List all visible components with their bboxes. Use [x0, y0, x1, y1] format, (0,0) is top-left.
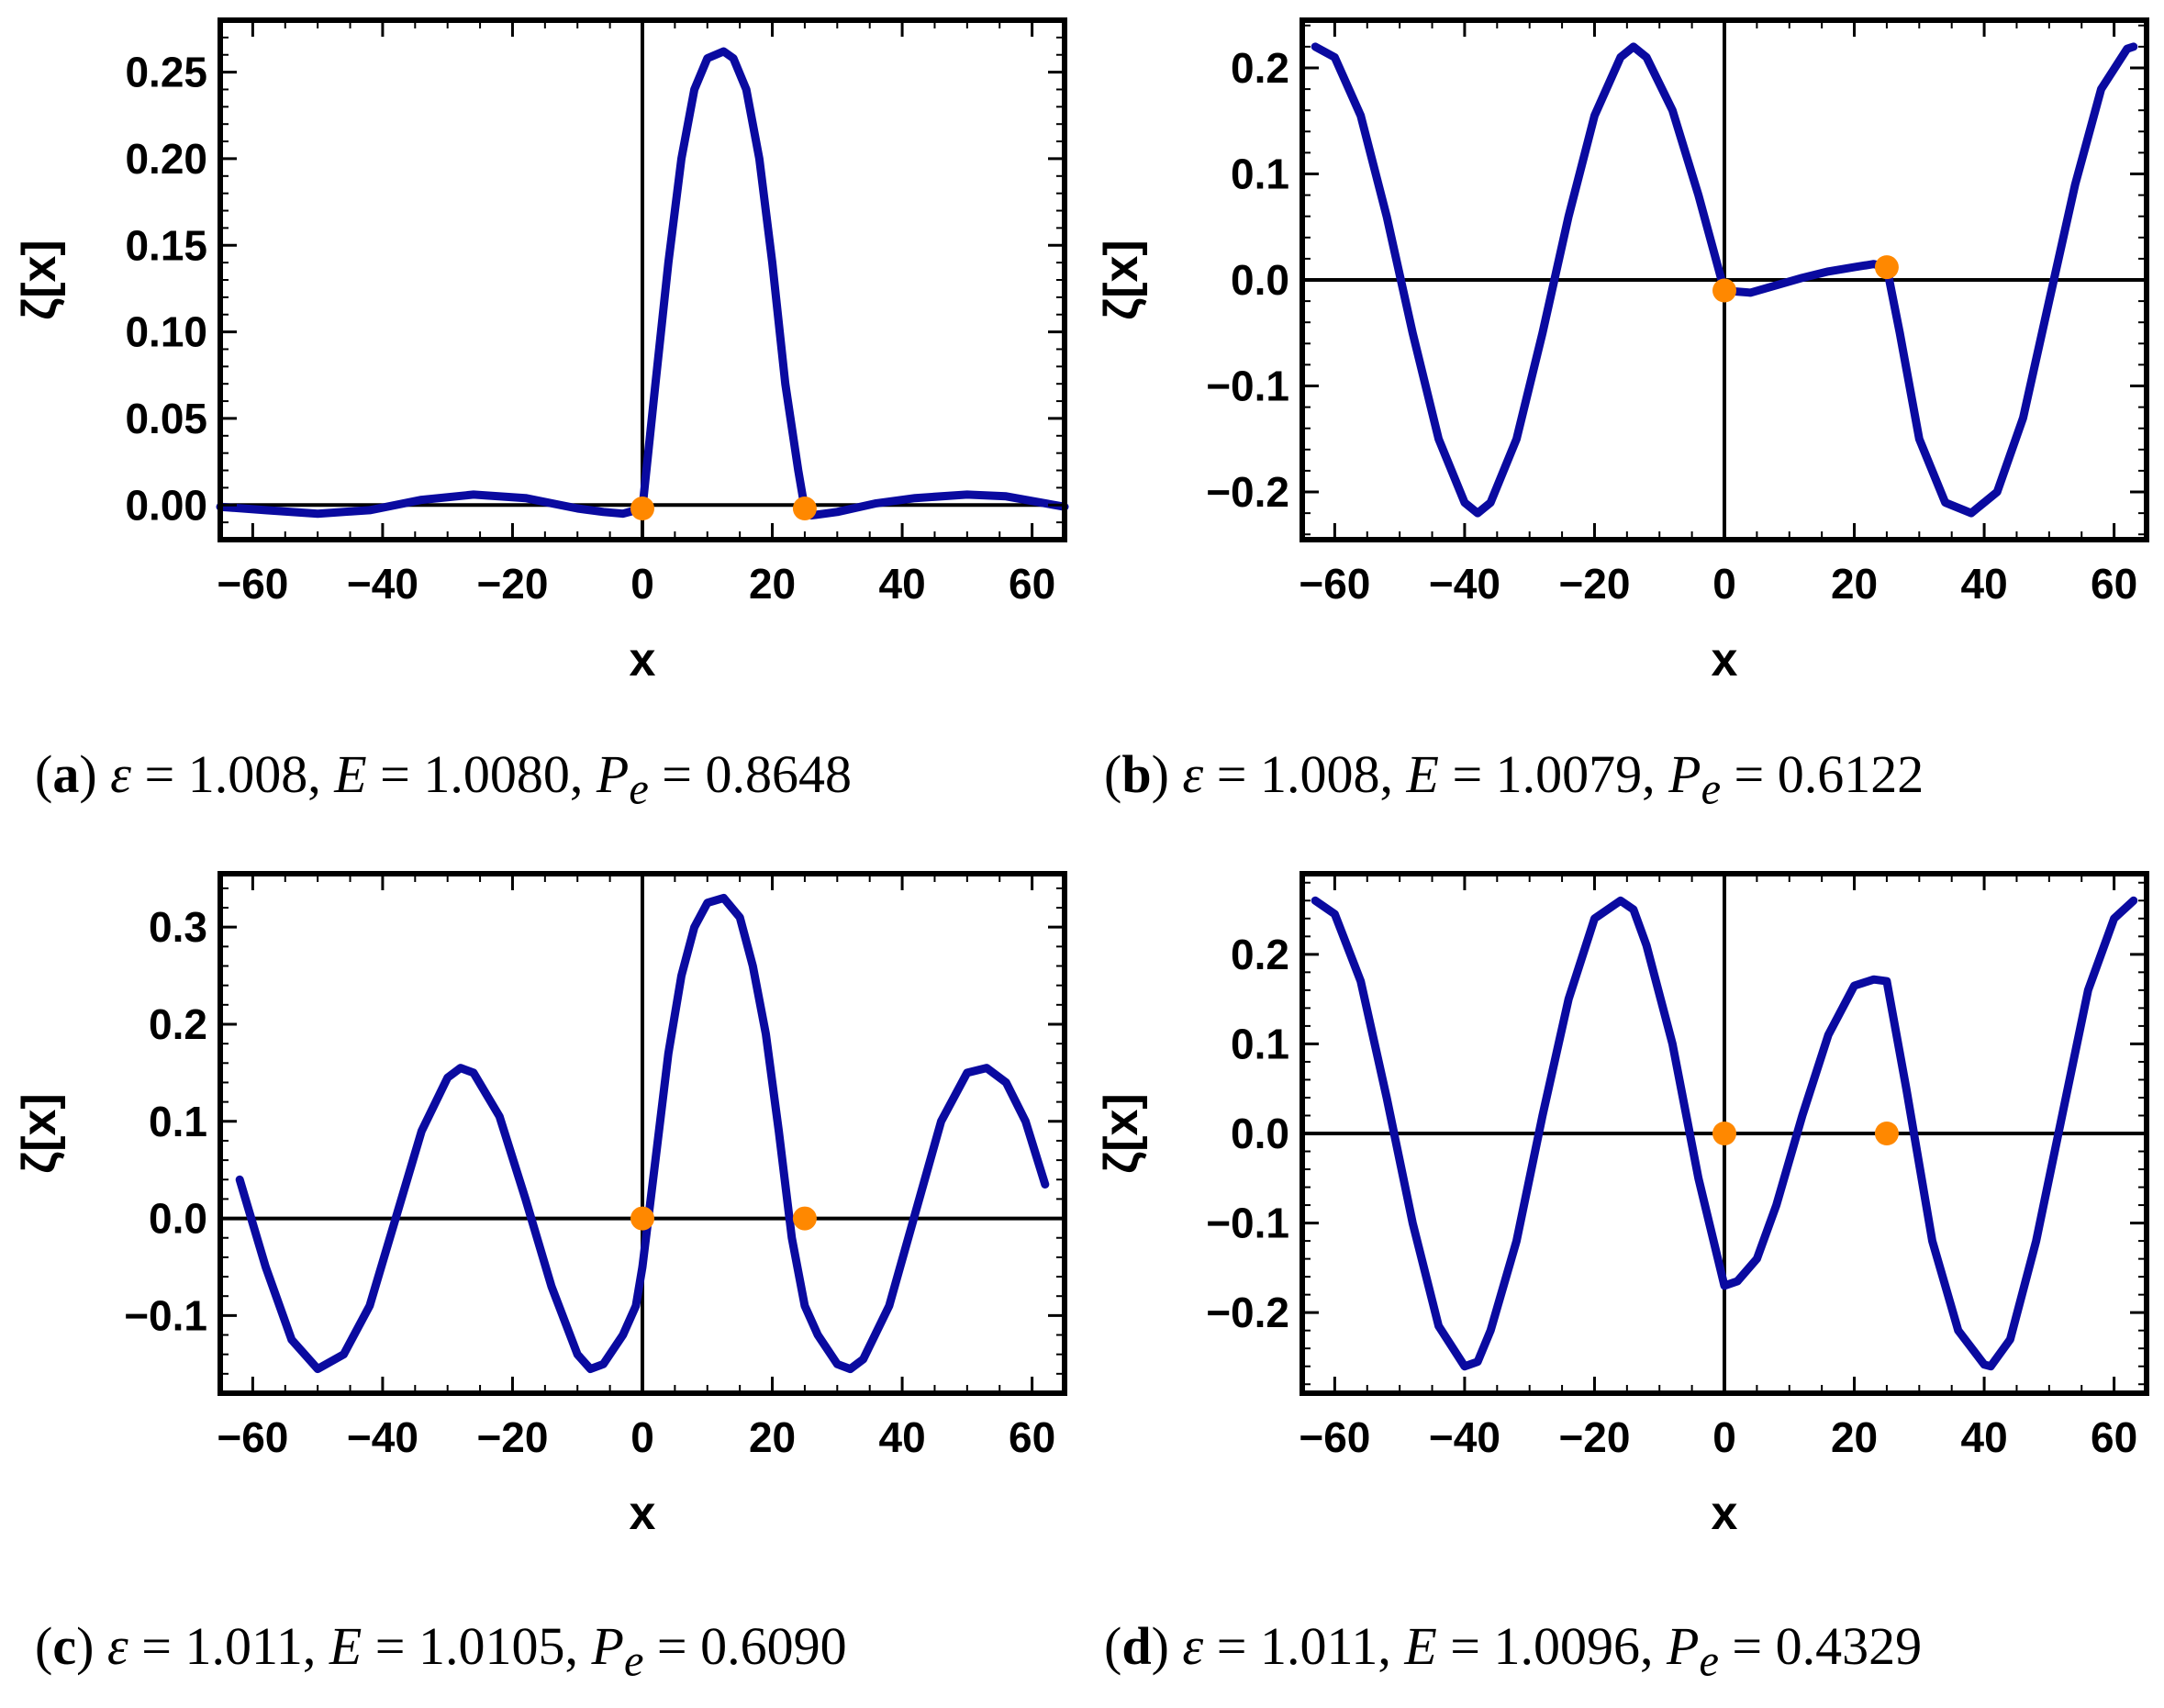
panel-d-pe: 0.4329: [1775, 1616, 1923, 1676]
x-tick-label: 0: [1712, 560, 1736, 608]
panel-d-energy: 1.0096: [1493, 1616, 1641, 1676]
panel-b-energy: 1.0079: [1495, 744, 1643, 804]
x-tick-label: −40: [1429, 560, 1500, 608]
panel-c-energy: 1.0105: [418, 1616, 565, 1676]
panel-b-caption-tag: (b): [1104, 744, 1169, 804]
x-tick-label: −20: [476, 1413, 548, 1461]
y-axis-label: ζ[x]: [1095, 240, 1148, 320]
y-tick-label: 0.20: [125, 135, 207, 183]
x-tick-label: 20: [749, 560, 796, 608]
x-tick-label: 0: [1712, 1413, 1736, 1461]
y-tick-label: −0.1: [1206, 1200, 1289, 1247]
x-tick-label: 40: [1960, 1413, 2007, 1461]
panel-c: −60 −40 −20 0 20 40 60 −0.1 0.0 0.1 0.2 0.3 x ζ[x]: [13, 871, 1067, 1540]
panel-b-plot: −60 −40 −20 0 20 40 60 −0.2 −0.1 0.0 0.1 0.2 x ζ[x]: [1095, 17, 2149, 687]
marker-point: [1874, 1122, 1899, 1145]
y-tick-label: 0.0: [1231, 256, 1289, 304]
y-tick-label: 0.1: [1231, 150, 1289, 197]
y-tick-label: 0.00: [125, 481, 207, 529]
x-tick-label: 40: [1960, 560, 2007, 608]
x-tick-label: 20: [1831, 560, 1878, 608]
x-tick-label: −40: [347, 560, 418, 608]
panel-b-epsilon: 1.008: [1260, 744, 1380, 804]
x-axis-label: x: [630, 1487, 656, 1540]
panel-c-epsilon: 1.011: [184, 1616, 303, 1676]
panel-a-caption-tag: (a): [35, 744, 97, 804]
x-tick-label: 0: [630, 1413, 654, 1461]
y-tick-label: 0.1: [149, 1098, 207, 1145]
x-tick-label: 0: [630, 560, 654, 608]
y-tick-label: 0.2: [1231, 931, 1289, 978]
x-axis-label: x: [630, 633, 656, 687]
x-tick-label: −20: [476, 560, 548, 608]
y-tick-label: 0.0: [149, 1195, 207, 1243]
x-tick-label: −60: [1299, 1413, 1370, 1461]
x-tick-label: 20: [749, 1413, 796, 1461]
x-tick-label: 40: [878, 1413, 925, 1461]
x-tick-label: 60: [2091, 1413, 2137, 1461]
x-axis-label: x: [1712, 633, 1738, 687]
x-tick-label: 60: [2091, 560, 2137, 608]
x-tick-label: −60: [1299, 560, 1370, 608]
panel-d-epsilon: 1.011: [1260, 1616, 1378, 1676]
x-tick-label: 60: [1009, 1413, 1055, 1461]
y-tick-label: −0.2: [1206, 1289, 1289, 1336]
panel-a-epsilon: 1.008: [187, 744, 308, 804]
y-tick-label: −0.1: [1206, 363, 1289, 410]
marker-point: [1712, 278, 1736, 303]
marker-point: [1712, 1122, 1736, 1145]
y-tick-label: −0.1: [124, 1291, 207, 1339]
x-tick-label: −20: [1558, 1413, 1630, 1461]
panel-b-pe: 0.6122: [1777, 744, 1924, 804]
x-tick-label: −60: [217, 1413, 288, 1461]
panel-a-energy: 1.0080: [423, 744, 570, 804]
y-tick-label: 0.2: [149, 1000, 207, 1048]
y-axis-label: ζ[x]: [13, 1093, 66, 1174]
panel-b: −60 −40 −20 0 20 40 60 −0.2 −0.1 0.0 0.1 0.2 x ζ[x]: [1095, 17, 2149, 687]
y-tick-label: 0.0: [1231, 1110, 1289, 1157]
x-tick-label: 20: [1831, 1413, 1878, 1461]
x-axis-label: x: [1712, 1487, 1738, 1540]
y-tick-label: 0.3: [149, 903, 207, 951]
panel-c-plot: −60 −40 −20 0 20 40 60 −0.1 0.0 0.1 0.2 0.3 x ζ[x]: [13, 871, 1067, 1540]
x-tick-label: −40: [347, 1413, 418, 1461]
y-axis-label: ζ[x]: [1095, 1093, 1148, 1174]
x-tick-label: 60: [1009, 560, 1055, 608]
y-tick-label: 0.10: [125, 308, 207, 356]
panel-c-pe: 0.6090: [700, 1616, 847, 1676]
series-line: [1311, 896, 2138, 1371]
series-line: [216, 47, 1069, 520]
series-line: [235, 893, 1050, 1374]
panel-c-caption-tag: (c): [35, 1616, 95, 1676]
y-tick-label: 0.25: [125, 49, 207, 96]
panel-d: −60 −40 −20 0 20 40 60 −0.2 −0.1 0.0 0.1 0.2 x ζ[x]: [1095, 871, 2149, 1540]
panel-a-pe: 0.8648: [705, 744, 853, 804]
y-tick-label: 0.1: [1231, 1020, 1289, 1067]
marker-point: [630, 1206, 654, 1231]
y-tick-label: 0.15: [125, 221, 207, 269]
panel-d-caption: (d) ε = 1.011, E = 1.0096, Pe = 0.4329: [1104, 1616, 1923, 1686]
panel-d-caption-tag: (d): [1104, 1616, 1169, 1676]
marker-point: [630, 497, 654, 521]
y-axis-label: ζ[x]: [13, 240, 66, 320]
panel-a-plot: −60 −40 −20 0 20 40 60 0.00 0.05 0.10 0.15 0.20 0.25…: [13, 17, 1069, 687]
y-tick-label: 0.2: [1231, 44, 1289, 92]
x-tick-label: −60: [217, 560, 288, 608]
panel-a: −60 −40 −20 0 20 40 60 0.00 0.05 0.10 0.15 0.20 0.25…: [13, 17, 1069, 687]
x-tick-label: −20: [1558, 560, 1630, 608]
marker-point: [792, 1206, 817, 1231]
panel-d-plot: −60 −40 −20 0 20 40 60 −0.2 −0.1 0.0 0.1 0.2 x ζ[x]: [1095, 871, 2149, 1540]
y-tick-label: 0.05: [125, 395, 207, 442]
marker-point: [1874, 255, 1899, 280]
y-tick-label: −0.2: [1206, 468, 1289, 516]
panel-b-caption: (b) ε = 1.008, E = 1.0079, Pe = 0.6122: [1104, 744, 1924, 814]
marker-point: [792, 497, 817, 521]
x-tick-label: −40: [1429, 1413, 1500, 1461]
panel-a-caption: (a) ε = 1.008, E = 1.0080, Pe = 0.8648: [35, 744, 853, 814]
panel-c-caption: (c) ε = 1.011, E = 1.0105, Pe = 0.6090: [35, 1616, 847, 1686]
x-tick-label: 40: [878, 560, 925, 608]
